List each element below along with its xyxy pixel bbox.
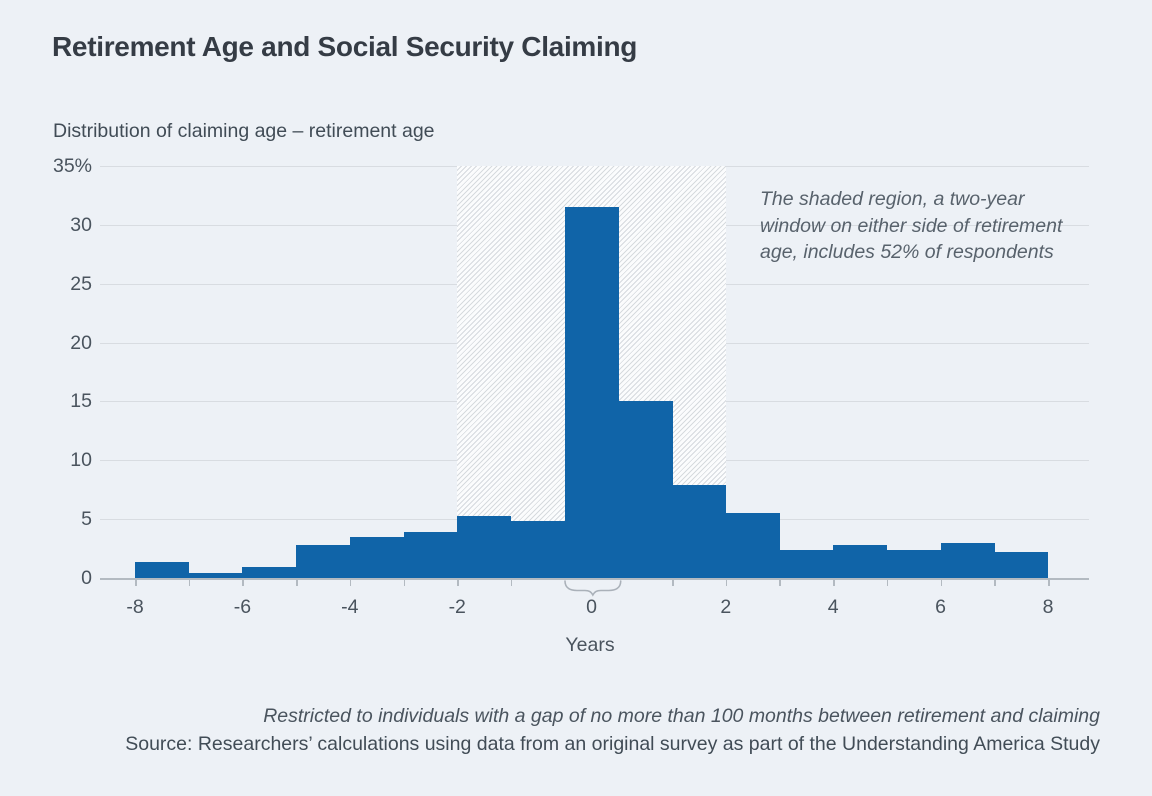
axis-tick xyxy=(242,579,244,586)
y-axis-label: 20 xyxy=(70,331,92,354)
source-line: Source: Researchers’ calculations using … xyxy=(125,733,1100,755)
chart-subtitle: Distribution of claiming age – retiremen… xyxy=(53,120,435,142)
y-axis-label: 25 xyxy=(70,272,92,295)
x-axis-label: 4 xyxy=(827,596,839,618)
axis-tick xyxy=(672,579,674,586)
axis-tick xyxy=(510,579,513,586)
axis-tick xyxy=(135,579,137,586)
axis-tick xyxy=(457,579,459,586)
axis-tick xyxy=(188,579,191,586)
axis-tick xyxy=(994,579,996,586)
histogram-bar xyxy=(564,207,619,579)
histogram-bar xyxy=(188,573,243,579)
histogram-bar xyxy=(135,561,190,579)
axis-tick xyxy=(833,579,835,586)
histogram-bar xyxy=(833,545,888,579)
histogram-bar xyxy=(242,567,297,579)
histogram-bar xyxy=(779,549,834,579)
histogram-bar xyxy=(994,552,1049,579)
histogram-bar xyxy=(457,515,512,579)
annotation-line: age, includes 52% of respondents xyxy=(760,241,1054,263)
x-axis-title: Years xyxy=(565,634,615,656)
histogram-bar xyxy=(349,536,405,579)
histogram-bar xyxy=(403,532,458,579)
x-axis-label: -2 xyxy=(448,596,466,618)
histogram-bar xyxy=(510,521,566,579)
axis-tick xyxy=(1048,579,1050,586)
figure-title: Retirement Age and Social Security Claim… xyxy=(52,31,638,62)
histogram-bar xyxy=(725,513,780,579)
annotation-line: The shaded region, a two-year xyxy=(760,188,1025,210)
axis-tick xyxy=(725,579,728,586)
restriction-footnote: Restricted to individuals with a gap of … xyxy=(263,705,1100,727)
x-axis-line xyxy=(100,577,1089,580)
y-axis-label: 15 xyxy=(70,390,92,413)
axis-tick xyxy=(349,579,352,586)
x-axis-label: 8 xyxy=(1042,596,1054,618)
y-axis-label: 35% xyxy=(52,155,92,177)
brace-glyph xyxy=(563,580,622,597)
histogram-bar xyxy=(296,545,351,579)
x-axis-label: -8 xyxy=(126,596,144,618)
axis-tick xyxy=(296,579,298,586)
x-axis-label: 6 xyxy=(935,596,946,618)
histogram-bar xyxy=(672,485,727,579)
x-axis-label: 0 xyxy=(586,596,597,618)
x-axis-label: -4 xyxy=(341,596,359,618)
axis-tick xyxy=(779,579,781,586)
annotation-line: window on either side of retirement xyxy=(760,214,1063,237)
histogram-bar xyxy=(618,401,673,579)
histogram-bar xyxy=(940,542,995,579)
y-axis-label: 0 xyxy=(81,567,92,589)
y-axis-label: 10 xyxy=(70,449,92,472)
histogram-bar xyxy=(886,549,942,579)
axis-tick xyxy=(403,579,406,586)
y-axis-label: 30 xyxy=(70,213,92,236)
y-axis-label: 5 xyxy=(81,508,92,531)
axis-tick xyxy=(886,579,889,586)
x-axis-label: 2 xyxy=(720,596,732,618)
shaded-region-annotation: The shaded region, a two-year window on … xyxy=(760,186,1062,266)
zero-bin-brace xyxy=(563,580,623,597)
axis-tick xyxy=(940,579,943,586)
x-axis-label: -6 xyxy=(233,596,252,618)
